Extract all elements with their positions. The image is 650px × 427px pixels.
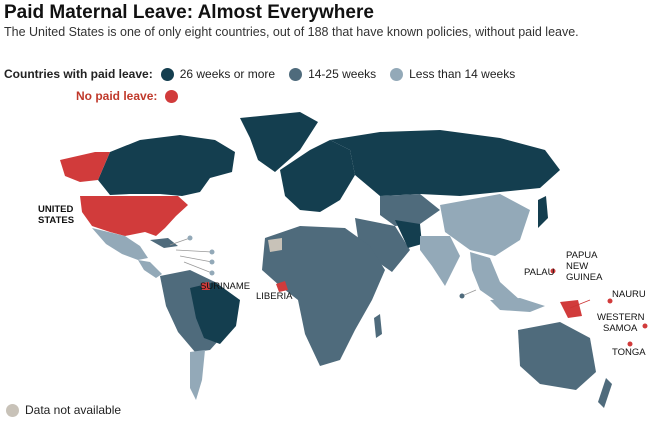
- marker-tonga: [627, 341, 633, 347]
- legend-label-na: Data not available: [25, 403, 122, 417]
- legend-item-14-25-weeks: 14-25 weeks: [289, 67, 376, 81]
- marker-caribbean-4: [209, 270, 215, 276]
- region-united-states: [80, 196, 188, 236]
- marker-caribbean-1: [187, 235, 193, 241]
- label-united-states-1: UNITED: [38, 204, 74, 215]
- legend-label-14-25-weeks: 14-25 weeks: [308, 67, 377, 81]
- label-samoa-1: WESTERN: [597, 312, 645, 323]
- marker-caribbean-3: [209, 259, 215, 265]
- legend-swatch-less-14-weeks: [390, 67, 404, 81]
- leader-caribbean-2: [175, 249, 213, 253]
- region-iran: [395, 220, 422, 248]
- region-africa: [262, 226, 385, 366]
- legend-swatch-na: [6, 403, 19, 417]
- label-suriname: SURINAME: [200, 281, 250, 292]
- region-new-zealand: [598, 378, 612, 408]
- region-australia: [518, 322, 596, 390]
- region-indonesia: [490, 298, 545, 312]
- leader-asia: [461, 289, 477, 297]
- label-nauru: NAURU: [612, 289, 646, 300]
- leader-caribbean-4: [183, 261, 213, 274]
- label-png-3: GUINEA: [566, 272, 603, 283]
- region-mexico: [92, 228, 148, 260]
- region-data-not-available: [268, 238, 282, 252]
- label-united-states-2: STATES: [38, 215, 74, 226]
- legend-item-less-14-weeks: Less than 14 weeks: [390, 67, 515, 81]
- region-canada: [98, 135, 235, 196]
- legend-label-26-weeks: 26 weeks or more: [179, 67, 276, 81]
- region-russia: [330, 130, 560, 196]
- page-title: Paid Maternal Leave: Almost Everywhere: [4, 2, 374, 23]
- legend-label-less-14-weeks: Less than 14 weeks: [409, 67, 516, 81]
- legend-swatch-no-paid: [165, 89, 179, 103]
- marker-palau: [550, 268, 556, 274]
- region-japan: [538, 196, 548, 228]
- legend-swatch-26-weeks: [160, 67, 174, 81]
- leader-caribbean-1: [169, 237, 191, 246]
- legend-no-paid-row: No paid leave:: [76, 89, 184, 103]
- leader-caribbean-3: [179, 255, 213, 263]
- region-caribbean: [150, 238, 178, 248]
- region-brazil: [190, 282, 240, 344]
- legend-data-not-available: Data not available: [6, 403, 121, 417]
- region-alaska: [60, 152, 110, 182]
- legend-paid-heading: Countries with paid leave:: [4, 67, 153, 81]
- region-india: [420, 236, 460, 286]
- region-europe: [280, 140, 355, 212]
- label-samoa-2: SAMOA: [603, 323, 638, 334]
- region-suriname: [201, 282, 210, 290]
- label-png-2: NEW: [566, 261, 588, 272]
- marker-caribbean-2: [209, 249, 215, 255]
- region-madagascar: [374, 314, 382, 338]
- region-central-america: [138, 260, 162, 278]
- label-liberia: LIBERIA: [256, 291, 293, 302]
- label-png-1: PAPUA: [566, 250, 598, 261]
- region-southern-cone: [190, 350, 205, 400]
- region-greenland: [240, 112, 318, 172]
- region-china: [440, 194, 530, 256]
- marker-samoa: [642, 323, 648, 329]
- marker-asia: [459, 293, 465, 299]
- region-papua-new-guinea: [560, 300, 582, 318]
- label-palau: PALAU: [524, 267, 555, 278]
- label-tonga: TONGA: [612, 347, 646, 358]
- marker-nauru: [607, 298, 613, 304]
- legend-swatch-14-25-weeks: [289, 67, 303, 81]
- page-subtitle: The United States is one of only eight c…: [4, 25, 579, 39]
- region-central-asia: [380, 194, 440, 226]
- region-liberia: [276, 281, 288, 292]
- legend-item-26-weeks: 26 weeks or more: [160, 67, 276, 81]
- legend-no-paid-heading: No paid leave:: [76, 89, 158, 103]
- region-southeast-asia: [470, 252, 520, 304]
- leader-png: [569, 299, 591, 309]
- region-middle-east: [355, 218, 410, 272]
- legend-paid-row: Countries with paid leave: 26 weeks or m…: [4, 67, 529, 81]
